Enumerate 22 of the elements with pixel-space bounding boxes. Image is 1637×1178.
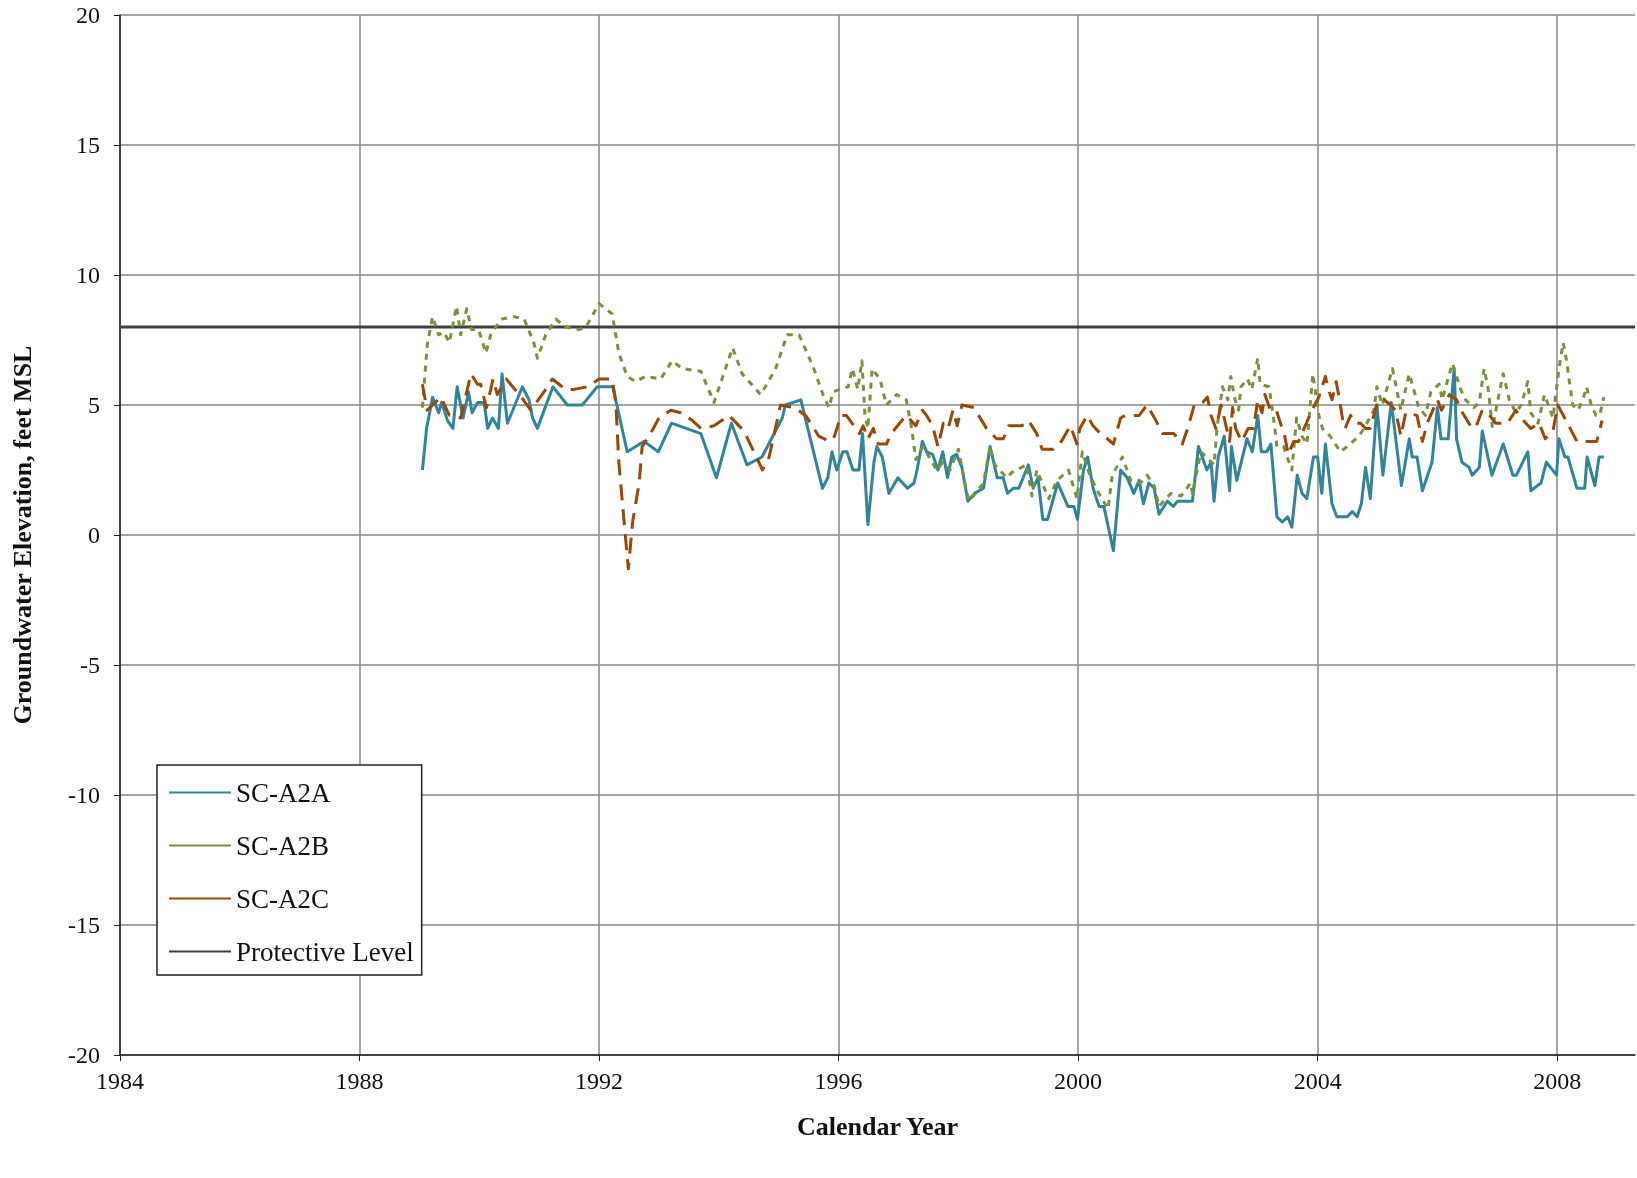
- y-tick-label: -5: [80, 652, 100, 678]
- x-tick-label: 2008: [1533, 1068, 1582, 1094]
- x-tick-label: 2004: [1293, 1068, 1342, 1094]
- y-tick-label: -20: [68, 1042, 100, 1068]
- y-tick-label: 0: [88, 522, 100, 548]
- legend-label: SC-A2A: [236, 777, 332, 808]
- y-tick-label: 5: [88, 392, 100, 418]
- x-tick-label: 1988: [335, 1068, 384, 1094]
- x-tick-label: 1996: [814, 1068, 863, 1094]
- legend-label: SC-A2C: [236, 883, 330, 914]
- x-axis-title: Calendar Year: [796, 1111, 959, 1141]
- legend-label: SC-A2B: [236, 830, 330, 861]
- y-axis-title: Groundwater Elevation, feet MSL: [7, 345, 37, 725]
- x-tick-label: 1992: [575, 1068, 624, 1094]
- y-tick-label: 15: [76, 132, 100, 158]
- y-tick-label: -15: [68, 912, 100, 938]
- y-tick-label: -10: [68, 782, 100, 808]
- x-tick-label: 1984: [96, 1068, 144, 1094]
- legend-label: Protective Level: [236, 936, 414, 967]
- x-tick-label: 2000: [1054, 1068, 1103, 1094]
- y-tick-label: 10: [76, 262, 100, 288]
- y-tick-label: 20: [76, 2, 100, 28]
